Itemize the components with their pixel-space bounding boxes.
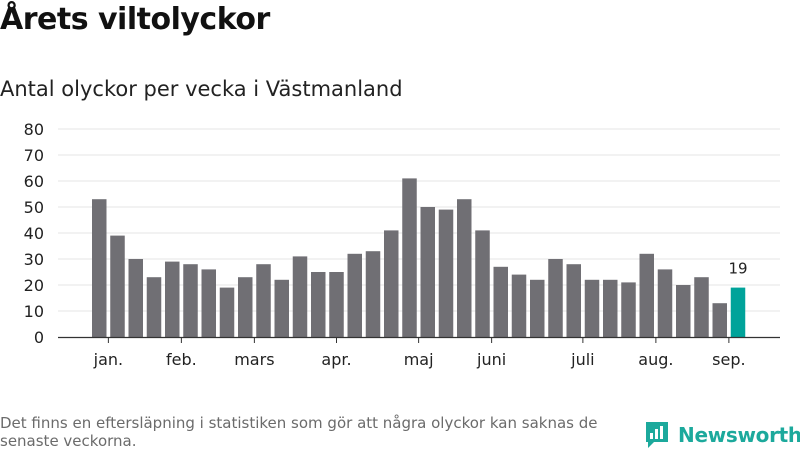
bar <box>201 269 216 337</box>
bar <box>146 277 162 337</box>
bar <box>384 230 399 337</box>
y-tick-label: 60 <box>24 172 44 191</box>
x-tick-label: juni <box>476 350 506 369</box>
highlighted-bar <box>730 287 746 337</box>
footnote: Det finns en eftersläpning i statistiken… <box>0 414 598 450</box>
x-tick-label: apr. <box>321 350 351 369</box>
bar <box>676 285 691 337</box>
bar <box>110 235 125 337</box>
bar <box>712 303 727 337</box>
bar <box>420 207 435 337</box>
chart-title: Årets viltolyckor <box>0 2 270 37</box>
bar <box>311 272 326 337</box>
bar <box>548 259 563 337</box>
bar <box>238 277 253 337</box>
bar <box>621 282 636 337</box>
bar <box>566 264 581 337</box>
bar <box>219 287 235 337</box>
x-tick-label: maj <box>404 350 434 369</box>
bar <box>438 209 454 337</box>
chart-subtitle: Antal olyckor per vecka i Västmanland <box>0 77 403 101</box>
brand-logo: Newsworthy <box>644 420 800 450</box>
x-tick-label: sep. <box>712 350 745 369</box>
x-tick-label: feb. <box>166 350 197 369</box>
bar-chart: 0 10 20 30 40 50 60 70 80 jan. feb. mars apr. maj juni… <box>24 120 780 369</box>
bar <box>402 178 417 337</box>
bar <box>493 266 508 337</box>
bar <box>347 253 362 337</box>
bar <box>694 277 709 337</box>
bar <box>475 230 490 337</box>
y-tick-label: 80 <box>24 120 44 139</box>
brand-name: Newsworthy <box>678 423 800 447</box>
bar <box>274 279 289 337</box>
bar <box>292 256 308 337</box>
highlight-data-label: 19 <box>728 260 747 278</box>
bar <box>165 261 180 337</box>
y-tick-label: 10 <box>24 302 44 321</box>
x-tick-label: mars <box>234 350 274 369</box>
bar <box>92 199 107 337</box>
bar <box>128 259 143 337</box>
bar <box>511 274 527 337</box>
x-tick-label: juli <box>570 350 594 369</box>
y-tick-label: 30 <box>24 250 44 269</box>
bar <box>657 269 673 337</box>
y-tick-label: 70 <box>24 146 44 165</box>
bar <box>457 199 472 337</box>
y-tick-label: 20 <box>24 276 44 295</box>
x-tick-label: aug. <box>638 350 673 369</box>
bar <box>329 272 344 337</box>
y-tick-label: 50 <box>24 198 44 217</box>
bar <box>639 253 654 337</box>
bar <box>256 264 271 337</box>
bar <box>584 279 600 337</box>
newsworthy-logo-icon <box>646 422 668 448</box>
y-tick-label: 40 <box>24 224 44 243</box>
y-tick-label: 0 <box>34 328 44 347</box>
bar <box>530 279 545 337</box>
x-tick-label: jan. <box>93 350 123 369</box>
bar <box>365 251 381 337</box>
bar <box>183 264 198 337</box>
bar <box>603 279 618 337</box>
